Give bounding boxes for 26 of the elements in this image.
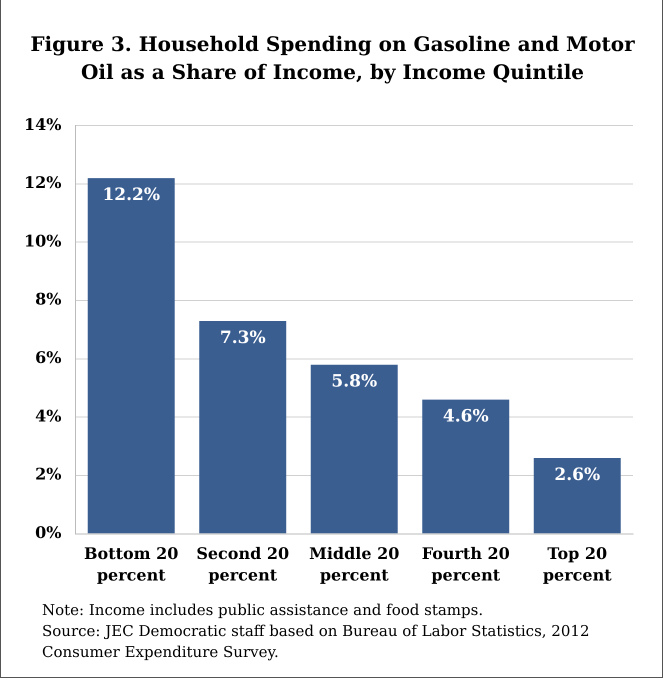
y-tick-label: 0% [35, 522, 62, 542]
y-tick-label: 12% [24, 173, 62, 192]
data-label: 7.3% [220, 328, 266, 348]
y-tick-label: 10% [24, 231, 62, 250]
data-label: 4.6% [442, 406, 489, 427]
bar [199, 320, 286, 534]
text: Note: Income includes public assistance and food stamps. [42, 600, 484, 621]
bar [310, 364, 398, 534]
x-tick-label: Fourth 20 percent [422, 544, 510, 584]
x-tick-label: Top 20 percent [542, 544, 612, 584]
x-tick-label: Middle 20 percent [309, 544, 400, 584]
y-tick-label: 6% [35, 348, 62, 368]
bar [88, 178, 175, 534]
y-tick-label: 14% [24, 114, 62, 134]
bar [534, 458, 621, 534]
data-label: 5.8% [331, 372, 378, 392]
y-tick-label: 8% [35, 290, 62, 309]
x-tick-label: Second 20 percent [196, 544, 290, 584]
data-label: 2.6% [554, 464, 600, 485]
bar [422, 400, 510, 534]
data-label: 12.2% [102, 185, 160, 206]
x-tick-label: Bottom 20 percent [84, 544, 178, 584]
chart-title: Figure 3. Household Spending on Gasoline and Motor Oil as a Share of Income, by Income Quintile [29, 31, 636, 86]
y-tick-label: 4% [35, 406, 62, 426]
source-note: Source: JEC Democratic staff based on Bureau of Labor Statistics, 2012 Consumer Expenditure Survey. [42, 621, 590, 663]
y-tick-label: 2% [35, 464, 62, 484]
